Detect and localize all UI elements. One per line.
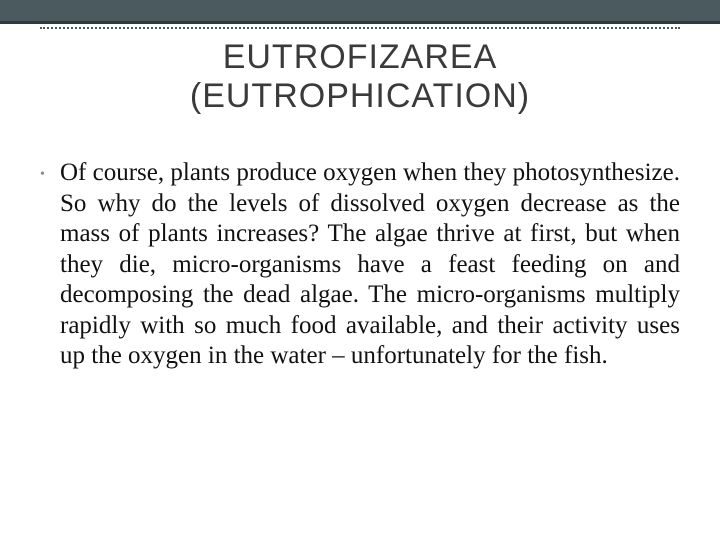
slide: EUTROFIZAREA (EUTROPHICATION) • Of cours… — [0, 0, 720, 540]
slide-title: EUTROFIZAREA (EUTROPHICATION) — [0, 38, 720, 116]
bullet-text: Of course, plants produce oxygen when th… — [60, 158, 680, 372]
title-line-2: (EUTROPHICATION) — [0, 77, 720, 116]
title-line-1: EUTROFIZAREA — [0, 38, 720, 77]
accent-dotted-line — [40, 27, 680, 29]
bullet-item: • Of course, plants produce oxygen when … — [40, 158, 680, 372]
bullet-dot-icon: • — [40, 168, 60, 182]
top-bar — [0, 0, 720, 24]
slide-body: • Of course, plants produce oxygen when … — [40, 158, 680, 372]
